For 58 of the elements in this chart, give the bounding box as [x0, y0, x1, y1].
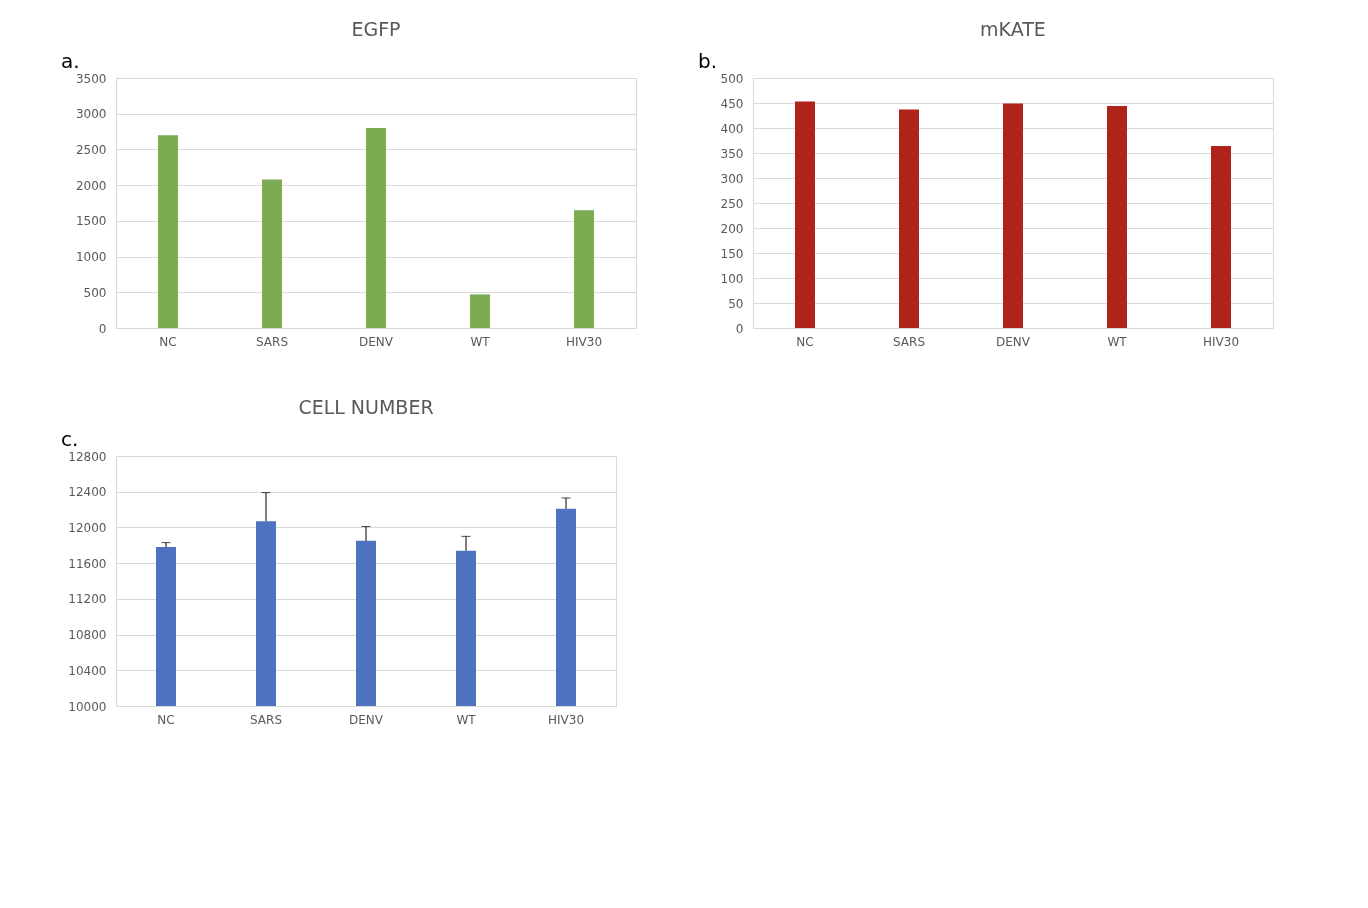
y-tick-label: 12000 — [68, 520, 107, 535]
y-tick-label: 400 — [720, 121, 744, 136]
y-tick-label: 100 — [720, 271, 744, 286]
y-tick-label: 300 — [720, 171, 744, 186]
x-tick-label: WT — [456, 712, 477, 727]
y-tick-label: 1500 — [75, 214, 107, 229]
bar — [1107, 106, 1127, 328]
y-tick-label: 10800 — [68, 628, 107, 643]
y-tick-label: 12800 — [68, 449, 107, 464]
text: b. — [698, 49, 718, 73]
y-tick-label: 200 — [720, 221, 744, 236]
bar — [899, 109, 919, 328]
chart-title: mKATE — [980, 18, 1046, 40]
y-tick-label: 450 — [720, 96, 744, 111]
x-tick-label: DENV — [348, 712, 384, 727]
bar — [1003, 103, 1023, 328]
x-tick-label: SARS — [892, 334, 926, 349]
bar — [262, 179, 282, 328]
y-tick-label: 500 — [83, 285, 107, 300]
x-tick-label: SARS — [255, 334, 289, 349]
chart-title: EGFP — [351, 18, 401, 40]
y-tick-label: 12400 — [68, 485, 107, 500]
x-tick-label: HIV30 — [565, 334, 603, 349]
y-tick-label: 350 — [720, 146, 744, 161]
y-tick-label: 0 — [735, 321, 744, 336]
x-tick-label: DENV — [358, 334, 394, 349]
y-tick-label: 0 — [98, 321, 107, 336]
x-tick-label: WT — [470, 334, 491, 349]
x-tick-label: WT — [1107, 334, 1128, 349]
y-tick-label: 500 — [720, 71, 744, 86]
bar — [470, 294, 490, 328]
text: a. — [61, 49, 80, 73]
x-tick-label: DENV — [995, 334, 1031, 349]
bar — [795, 101, 815, 328]
y-tick-label: 150 — [720, 246, 744, 261]
x-tick-label: HIV30 — [547, 712, 585, 727]
x-tick-label: SARS — [249, 712, 283, 727]
x-tick-label: NC — [157, 712, 175, 727]
bar — [574, 210, 594, 328]
y-tick-label: 11600 — [68, 556, 107, 571]
y-tick-label: 10000 — [68, 699, 107, 714]
y-tick-label: 2000 — [75, 178, 107, 193]
y-tick-label: 250 — [720, 196, 744, 211]
y-tick-label: 50 — [728, 296, 744, 311]
y-tick-label: 11200 — [68, 592, 107, 607]
x-tick-label: HIV30 — [1202, 334, 1240, 349]
bar — [1211, 146, 1231, 328]
y-tick-label: 3500 — [75, 71, 107, 86]
y-tick-label: 1000 — [75, 250, 107, 265]
y-tick-label: 10400 — [68, 663, 107, 678]
text: c. — [61, 427, 79, 451]
x-tick-label: NC — [159, 334, 177, 349]
chart-title: CELL NUMBER — [298, 396, 434, 418]
bar — [158, 135, 178, 328]
y-tick-label: 3000 — [75, 107, 107, 122]
y-tick-label: 2500 — [75, 142, 107, 157]
x-tick-label: NC — [796, 334, 814, 349]
bar — [366, 128, 386, 328]
